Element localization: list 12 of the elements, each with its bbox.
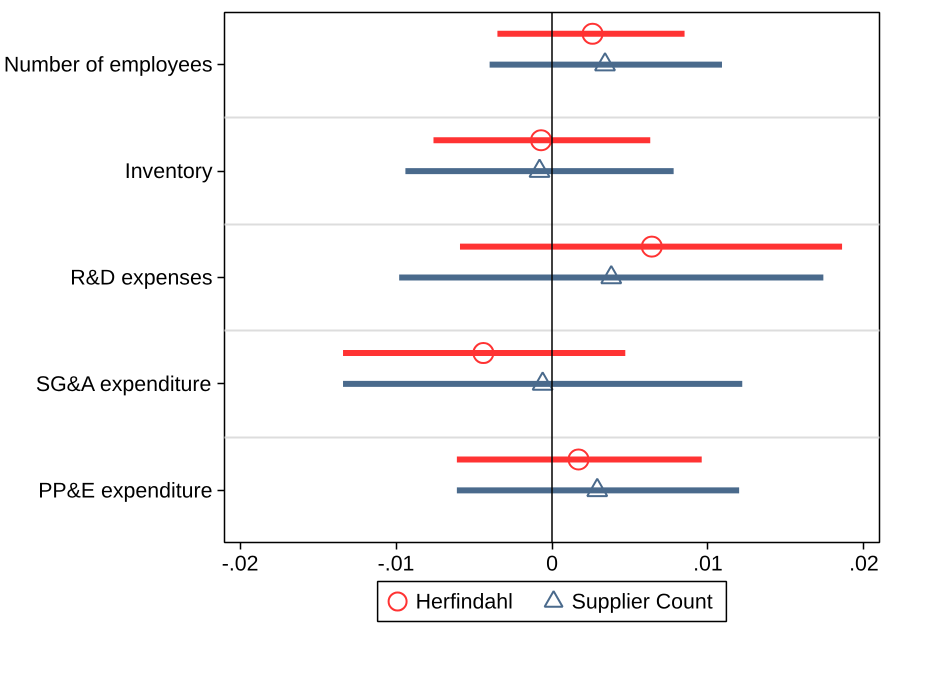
x-tick-label: -.02 [222,552,258,576]
legend-label: Herfindahl [416,590,513,614]
y-tick-label: Number of employees [4,52,213,77]
y-tick-label: R&D expenses [70,266,213,290]
y-tick-label: SG&A expenditure [36,372,212,396]
y-tick-label: Inventory [124,159,213,184]
x-tick-label: -.01 [378,552,414,576]
x-tick-label: .02 [849,552,879,576]
x-tick-label: 0 [546,552,558,576]
y-tick-label: PP&E expenditure [38,478,213,502]
legend-label: Supplier Count [572,590,713,614]
x-tick-label: .01 [693,552,723,576]
